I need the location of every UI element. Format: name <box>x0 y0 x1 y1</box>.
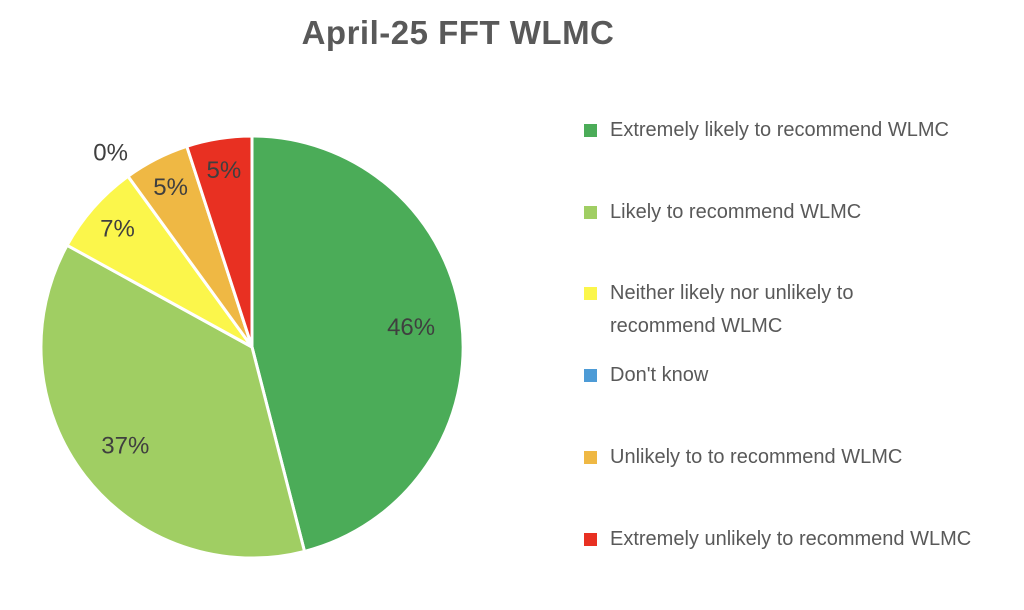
legend-swatch-icon <box>584 124 597 137</box>
legend-label: Extremely unlikely to recommend WLMC <box>610 528 972 550</box>
pie-data-label: 5% <box>153 174 188 201</box>
legend-label: Unlikely to to recommend WLMC <box>610 446 903 468</box>
pie-data-label: 0% <box>93 139 128 166</box>
pie-data-label: 46% <box>387 314 435 341</box>
legend-swatch-icon <box>584 287 597 300</box>
legend: Extremely likely to recommend WLMC Likel… <box>584 0 1024 610</box>
pie-data-label: 5% <box>207 157 242 184</box>
pie-slice <box>39 243 306 560</box>
legend-label: Neither likely nor unlikely to recommend… <box>610 282 854 337</box>
legend-item: Likely to recommend WLMC <box>584 196 861 229</box>
legend-label: Likely to recommend WLMC <box>610 201 862 223</box>
chart-title: April-25 FFT WLMC <box>301 14 615 51</box>
legend-label: Don't know <box>610 364 709 386</box>
pie-slice <box>250 134 465 553</box>
legend-item: Don't know <box>584 359 708 392</box>
legend-swatch-icon <box>584 533 597 546</box>
legend-swatch-icon <box>584 206 597 219</box>
legend-item: Unlikely to to recommend WLMC <box>584 441 902 474</box>
legend-label: Extremely likely to recommend WLMC <box>610 119 949 141</box>
legend-item: Extremely unlikely to recommend WLMC <box>584 523 971 556</box>
legend-item: Extremely likely to recommend WLMC <box>584 114 949 147</box>
legend-item: Neither likely nor unlikely to recommend… <box>584 277 940 343</box>
pie-data-label: 7% <box>100 215 135 242</box>
pie-slice <box>185 134 254 349</box>
legend-swatch-icon <box>584 451 597 464</box>
pie-data-label: 37% <box>101 432 149 459</box>
legend-swatch-icon <box>584 369 597 382</box>
